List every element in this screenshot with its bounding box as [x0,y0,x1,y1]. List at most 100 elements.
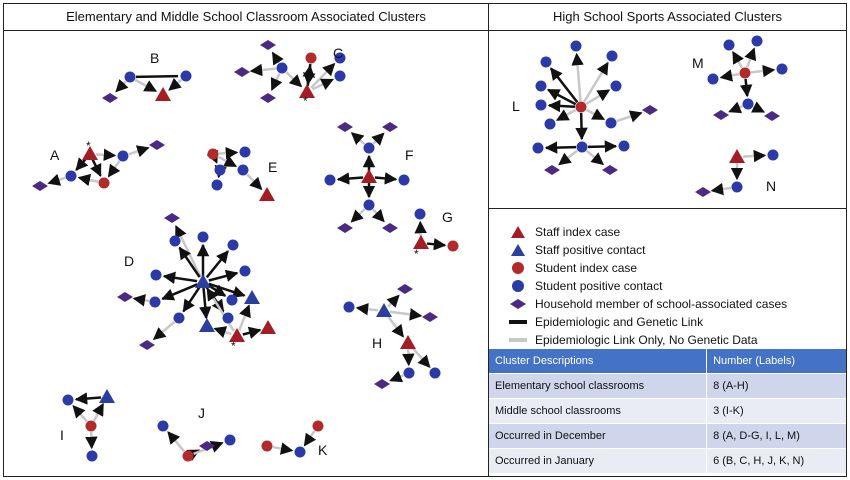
table-row: Occurred in December 8 (A, D-G, I, L, M) [489,423,846,449]
student-contact-node [197,231,209,243]
cluster-link [302,64,315,87]
legend-panel: Staff index case Staff positive contact … [488,208,847,477]
black-line-icon [507,314,529,330]
diamond-purple-icon [507,296,529,312]
student-contact-node [398,174,410,186]
student-contact-node [570,40,582,52]
cluster-label-l: L [512,98,520,114]
cluster-link [386,315,405,338]
cluster-label-e: E [268,159,277,175]
table-row: Elementary school classrooms 8 (A-H) [489,373,846,399]
staff-index-node [260,320,276,334]
cluster-link [174,224,202,278]
cluster-link [271,51,284,66]
student-contact-node [618,140,630,152]
cluster-link [587,140,618,153]
cluster-link [544,141,577,154]
household-node [602,165,618,175]
cluster-link [74,392,102,405]
student-contact-node [226,294,238,306]
cluster-link [285,71,303,88]
legend-label: Staff index case [535,224,621,239]
student-contact-node [767,149,779,161]
student-contact-node [276,62,288,74]
staff-index-node [729,149,745,163]
table-header-number: Number (Labels) [706,349,846,374]
cluster-link [555,108,577,122]
student-contact-node [227,239,239,251]
student-contact-node [544,118,556,130]
household-node [139,340,155,350]
student-contact-node [180,70,192,82]
student-contact-node [576,141,588,153]
student-index-node [739,67,751,79]
cluster-link [585,89,611,105]
household-node [337,223,353,233]
legend-label: Staff positive contact [535,242,646,257]
cluster-link [558,149,578,166]
cluster-link [168,77,183,91]
student-index-node [182,450,194,462]
cluster-link [744,47,757,68]
household-node [695,187,711,197]
staff-index-node [400,335,416,349]
household-node [713,110,729,120]
student-contact-node [707,73,719,85]
legend-label: Student positive contact [535,278,663,293]
cluster-link [90,158,102,177]
staff-index-node [259,187,275,201]
cluster-link [72,405,88,423]
cluster-link [310,62,336,89]
household-node [382,223,398,233]
student-contact-node [157,420,169,432]
index-asterisk: * [86,139,91,153]
cluster-link [208,269,239,282]
table-cell: Middle school classrooms [489,398,707,424]
cluster-link [162,271,198,285]
cluster-link [585,149,605,166]
cluster-link [719,69,740,82]
cluster-link [218,146,239,160]
staff-index-node [413,235,429,249]
student-index-node [261,440,273,452]
cluster-link [386,294,400,308]
cluster-link [205,250,229,279]
staff-contact-node [376,303,392,317]
student-contact-node [540,56,552,68]
staff-contact-node [244,290,260,304]
student-contact-node [150,269,162,281]
left-panel-title: Elementary and Middle School Classroom A… [4,4,488,31]
index-asterisk: * [303,94,308,108]
cluster-label-n: N [766,178,776,194]
cluster-label-g: G [442,209,453,225]
student-contact-node [124,71,136,83]
student-contact-node [173,312,185,324]
table-cell: 8 (A, D-G, I, L, M) [706,423,846,449]
cluster-link [414,220,427,238]
legend-student-contact: Student positive contact [507,277,662,294]
student-index-node [207,148,219,160]
cluster-link [303,430,317,447]
cluster-link [546,88,577,106]
student-contact-node [742,98,754,110]
student-contact-node [149,296,161,308]
household-node [544,165,560,175]
student-contact-node [414,208,426,220]
cluster-nodes [32,35,788,462]
cluster-link [270,72,283,91]
cluster-link [182,286,201,313]
table-row: Middle school classrooms 3 (I-K) [489,398,846,424]
student-contact-node [606,50,618,62]
household-node [374,379,390,389]
cluster-link [135,74,179,79]
table-cell: 6 (B, C, H, J, K, N) [706,448,846,473]
student-index-node [98,177,110,189]
cluster-link [371,208,385,223]
household-node [422,312,438,322]
household-node [149,140,165,150]
cluster-label-j: J [198,405,205,421]
legend-staff-index: Staff index case [507,223,620,240]
student-contact-node [605,117,617,129]
household-node [234,67,250,77]
student-contact-node [239,146,251,158]
